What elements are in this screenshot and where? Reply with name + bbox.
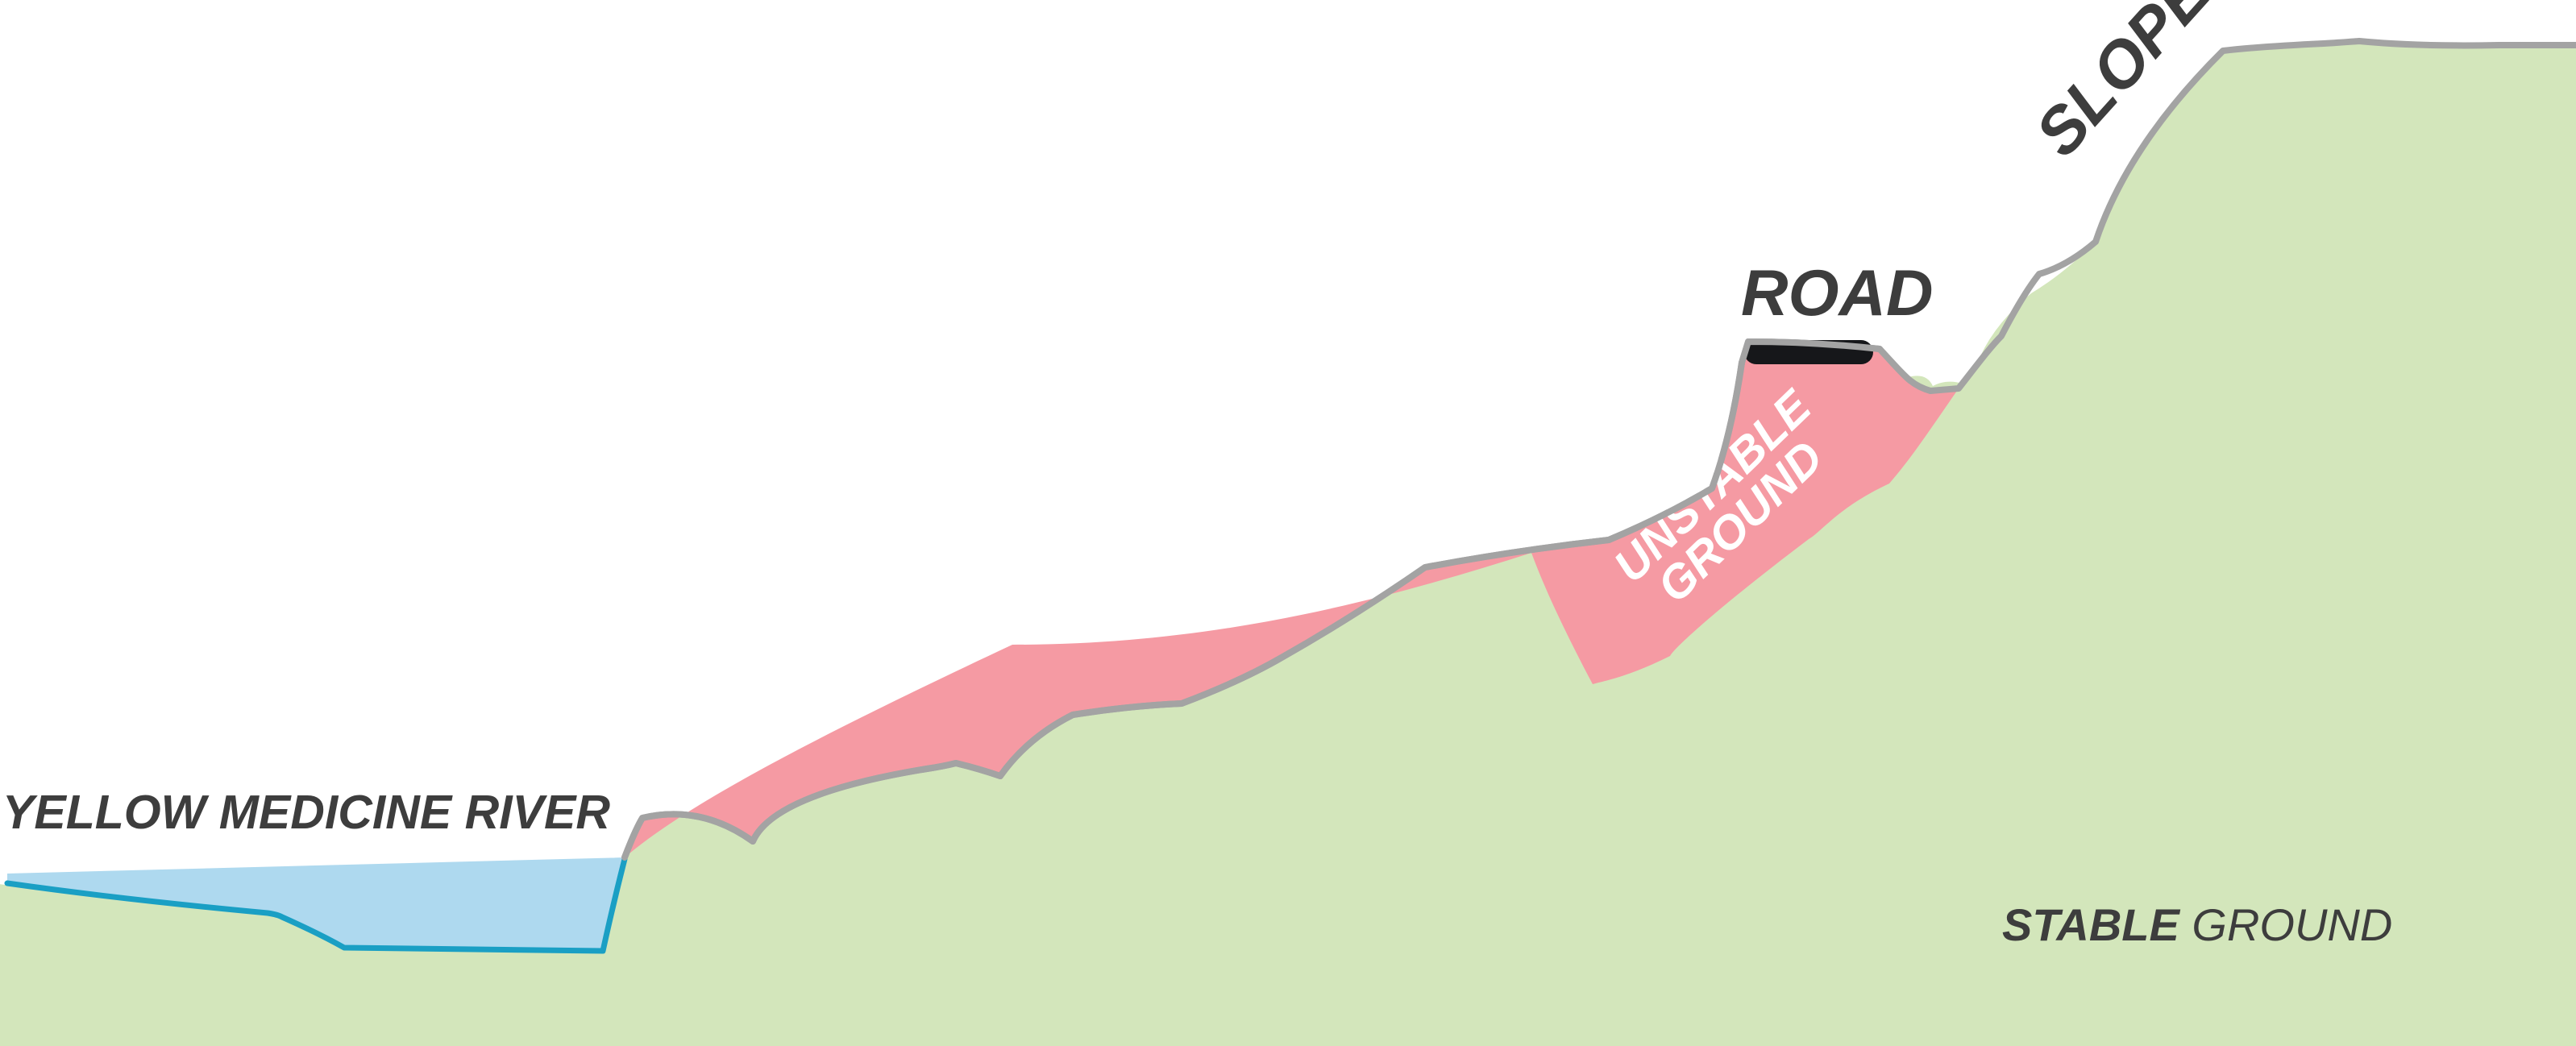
svg-text:STABLE GROUND: STABLE GROUND: [2002, 899, 2392, 950]
svg-text:YELLOW MEDICINE RIVER: YELLOW MEDICINE RIVER: [2, 786, 610, 839]
svg-text:ROAD: ROAD: [1741, 257, 1934, 330]
